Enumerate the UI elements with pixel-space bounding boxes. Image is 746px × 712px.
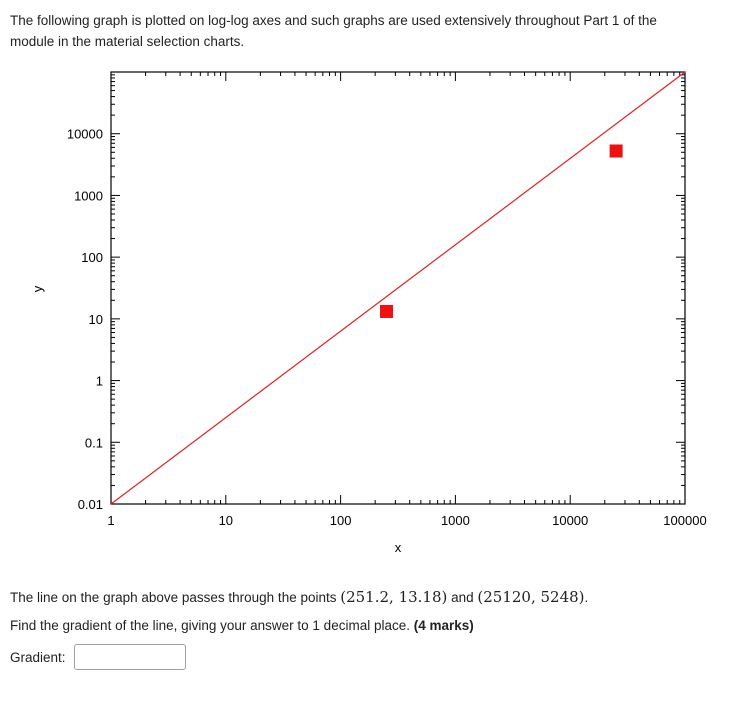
gradient-label: Gradient:	[10, 649, 66, 665]
y-tick-label: 1000	[74, 188, 103, 203]
log-log-chart: 1 10 100 1000 10000 100000 0.010.111010010001…	[30, 71, 707, 555]
points-suffix: .	[584, 590, 589, 605]
intro-text: The following graph is plotted on log-lo…	[10, 13, 657, 49]
points-prefix: The line on the graph above passes throu…	[10, 590, 341, 605]
y-tick-label: 100	[81, 250, 103, 265]
x-tick-label: 10	[219, 513, 233, 528]
y-axis-label: y	[30, 285, 45, 292]
x-axis-label: x	[395, 540, 402, 555]
points-sentence: The line on the graph above passes throu…	[10, 587, 588, 608]
x-tick-label: 10000	[552, 513, 588, 528]
x-tick-label: 100000	[663, 513, 706, 528]
series-line	[110, 71, 686, 505]
y-tick-label: 1	[96, 374, 103, 389]
point-2: (25120, 5248)	[477, 588, 585, 606]
x-tick-labels: 1 10 100 1000 10000 100000	[107, 513, 706, 528]
y-tick-label: 0.1	[85, 435, 103, 450]
x-tick-label: 100	[330, 513, 352, 528]
x-tick-label: 1000	[441, 513, 470, 528]
and-word: and	[447, 590, 478, 605]
gradient-input[interactable]	[73, 644, 186, 670]
marks-label: (4 marks)	[413, 618, 474, 633]
x-tick-label: 1	[107, 513, 114, 528]
data-points	[380, 144, 623, 318]
y-tick-label: 10000	[67, 127, 103, 142]
y-tick-label: 10	[89, 312, 103, 327]
y-tick-label: 0.01	[78, 497, 103, 512]
data-point-marker	[380, 304, 394, 318]
plot-frame	[110, 71, 686, 505]
answer-row: Gradient:	[10, 642, 186, 672]
point-1: (251.2, 13.18)	[340, 588, 448, 606]
data-point-marker	[609, 144, 623, 158]
instruction-text: Find the gradient of the line, giving yo…	[10, 618, 414, 633]
question-instruction: Find the gradient of the line, giving yo…	[10, 616, 474, 636]
y-tick-labels: 0.01 0.1 1 10 100 1000 10000	[67, 127, 103, 512]
